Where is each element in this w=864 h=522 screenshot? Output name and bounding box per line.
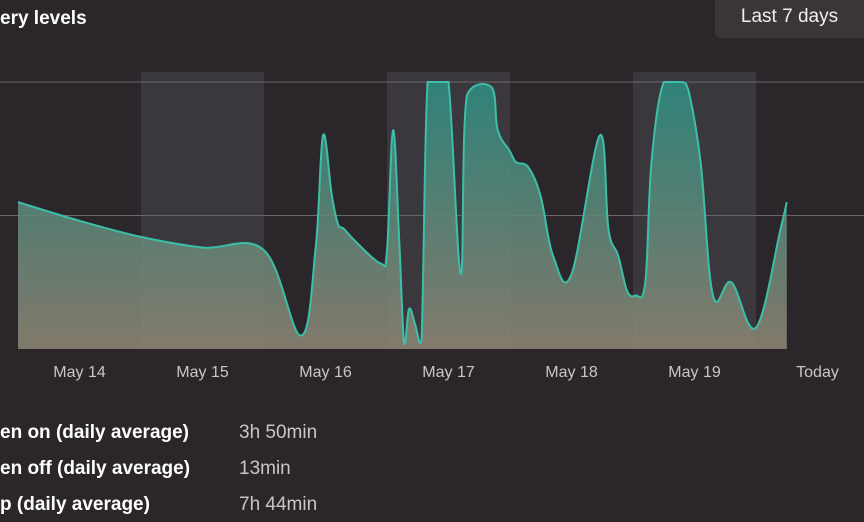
x-tick-label: May 18: [545, 364, 598, 381]
stat-sleep-label: p (daily average): [0, 494, 150, 515]
x-tick-label: May 17: [422, 364, 475, 381]
battery-levels-chart: May 14 May 15 May 16 May 17 May 18 May 19 Toda…: [0, 72, 864, 381]
x-tick-label: May 14: [53, 364, 106, 381]
battery-level-line: [17, 81, 788, 345]
time-range-dropdown[interactable]: Last 7 days: [715, 0, 864, 38]
stat-screen-off-value: 13min: [239, 458, 291, 479]
stat-sleep: p (daily average) 7h 44min: [0, 494, 864, 522]
stat-screen-off: en off (daily average) 13min: [0, 458, 864, 494]
stat-screen-on: en on (daily average) 3h 50min: [0, 422, 864, 458]
x-tick-label: May 19: [668, 364, 721, 381]
stat-screen-on-value: 3h 50min: [239, 422, 318, 443]
usage-stats: en on (daily average) 3h 50min en off (d…: [0, 422, 864, 522]
x-tick-label: May 16: [299, 364, 352, 381]
stat-sleep-value: 7h 44min: [239, 494, 318, 515]
battery-level-area: [18, 82, 787, 349]
panel-title: ery levels: [0, 8, 87, 29]
x-tick-label: Today: [796, 364, 839, 381]
stat-screen-off-label: en off (daily average): [0, 458, 191, 479]
stat-screen-on-label: en on (daily average): [0, 422, 190, 443]
x-tick-label: May 15: [176, 364, 229, 381]
